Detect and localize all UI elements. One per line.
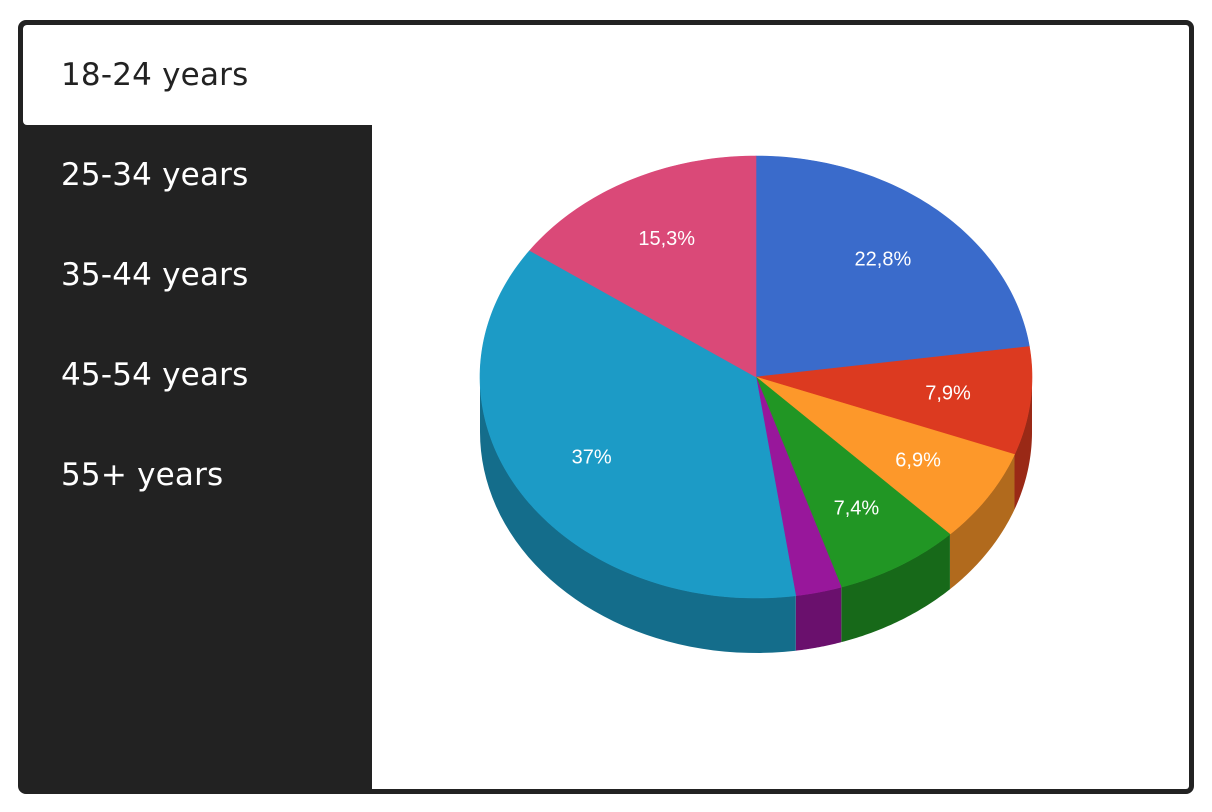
pie-slice-4[interactable]: [755, 376, 842, 597]
pie-side-5: [480, 377, 796, 653]
pie-labels: 22,8% 7,9% 6,9% 7,4% 37% 15,3%: [572, 228, 971, 519]
pie-label-2: 6,9%: [895, 449, 941, 471]
pie-slices: [479, 155, 1033, 599]
pie-label-5: 37%: [572, 446, 612, 468]
pie-label-0: 22,8%: [855, 249, 912, 271]
tab-18-24[interactable]: 18-24 years: [23, 25, 372, 125]
pie-side-4: [795, 587, 842, 651]
age-tabs: 18-24 years 25-34 years 35-44 years 45-5…: [23, 25, 372, 789]
pie-side-3: [841, 534, 950, 643]
pie-slice-0[interactable]: [755, 155, 1030, 378]
pie-side-2: [949, 454, 1015, 590]
pie-label-3: 7,4%: [834, 497, 880, 519]
pie-slice-6[interactable]: [529, 155, 757, 378]
pie-sides: [480, 377, 1032, 653]
tab-55-plus[interactable]: 55+ years: [61, 457, 224, 493]
pie-label-6: 15,3%: [638, 228, 695, 250]
pie-slice-5[interactable]: [479, 250, 797, 599]
chart-panel: 22,8% 7,9% 6,9% 7,4% 37% 15,3%: [372, 25, 1189, 789]
pie-side-1: [1014, 377, 1032, 510]
pie-chart: 22,8% 7,9% 6,9% 7,4% 37% 15,3%: [479, 155, 1033, 653]
tab-35-44[interactable]: 35-44 years: [61, 257, 249, 293]
pie-label-1: 7,9%: [925, 382, 971, 404]
pie-slice-3[interactable]: [755, 376, 951, 588]
age-group-widget: 18-24 years 25-34 years 35-44 years 45-5…: [18, 20, 1194, 794]
pie-slice-1[interactable]: [755, 346, 1033, 455]
tab-45-54[interactable]: 45-54 years: [61, 357, 249, 393]
pie-slice-2[interactable]: [755, 376, 1015, 535]
tab-25-34[interactable]: 25-34 years: [61, 157, 249, 193]
